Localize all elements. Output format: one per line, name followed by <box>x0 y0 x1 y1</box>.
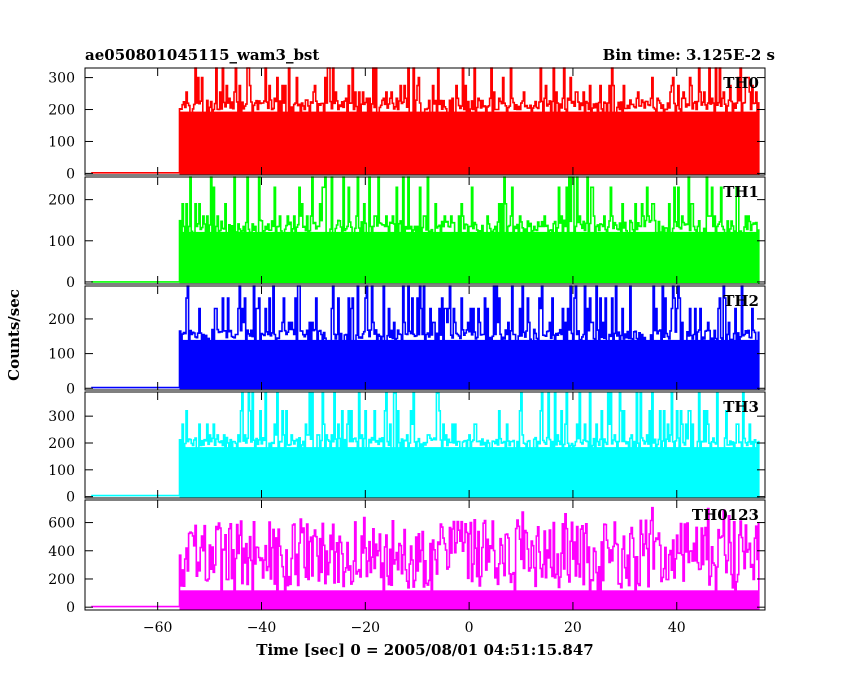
series-th3-body <box>179 447 759 498</box>
panel-label-th3: TH3 <box>723 398 759 416</box>
panel-frame-th3 <box>84 391 766 499</box>
y-tick-label: 400 <box>48 544 75 560</box>
panel-label-th1: TH1 <box>723 183 759 201</box>
y-tick-label: 200 <box>48 436 75 452</box>
panel-label-th0: TH0 <box>723 74 759 92</box>
series-th0123-body <box>179 590 759 610</box>
y-axis-label: Counts/sec <box>5 289 23 381</box>
y-tick-label: 0 <box>66 600 75 616</box>
y-tick-label: 200 <box>48 103 75 119</box>
y-tick-label: 0 <box>66 166 75 182</box>
panel-frame-th1 <box>84 176 766 285</box>
x-tick-label: −40 <box>247 620 277 636</box>
y-tick-label: 100 <box>48 234 75 250</box>
panel-frame-th2 <box>84 285 766 391</box>
y-tick-label: 0 <box>66 275 75 291</box>
y-tick-label: 200 <box>48 193 75 209</box>
y-tick-label: 300 <box>48 409 75 425</box>
x-tick-label: 20 <box>564 620 582 636</box>
x-tick-label: 0 <box>465 620 474 636</box>
series-th2-body <box>179 339 759 390</box>
panel-label-th2: TH2 <box>723 292 759 310</box>
series-th1-body <box>179 231 759 284</box>
panel-frame-th0 <box>84 67 766 176</box>
y-tick-label: 300 <box>48 71 75 87</box>
y-tick-label: 600 <box>48 516 75 532</box>
x-tick-label: −20 <box>351 620 381 636</box>
panel-frame-th0123 <box>84 499 766 611</box>
x-tick-label: 40 <box>668 620 686 636</box>
y-tick-label: 200 <box>48 572 75 588</box>
y-tick-label: 100 <box>48 347 75 363</box>
series-th0-body <box>179 111 759 175</box>
chart-title: ae050801045115_wam3_bst <box>85 46 319 64</box>
bin-time-label: Bin time: 3.125E-2 s <box>603 46 775 64</box>
x-axis-label: Time [sec] 0 = 2005/08/01 04:51:15.847 <box>256 641 593 659</box>
panel-label-th0123: TH0123 <box>692 506 759 524</box>
x-tick-label: −60 <box>143 620 173 636</box>
series-th0123-line <box>91 506 760 610</box>
y-tick-label: 0 <box>66 490 75 506</box>
y-tick-label: 200 <box>48 312 75 328</box>
y-tick-label: 0 <box>66 381 75 397</box>
y-tick-label: 100 <box>48 463 75 479</box>
y-tick-label: 100 <box>48 134 75 150</box>
